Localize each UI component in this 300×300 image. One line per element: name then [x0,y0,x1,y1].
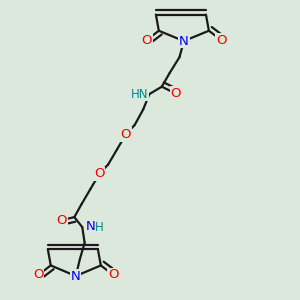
Text: O: O [33,268,44,281]
Text: HN: HN [130,88,148,100]
Text: O: O [170,87,181,100]
Text: O: O [56,214,67,226]
Text: N: N [85,220,95,233]
Text: O: O [108,268,119,281]
Text: O: O [216,34,226,47]
Text: O: O [121,128,131,141]
Text: O: O [141,34,152,47]
Text: N: N [71,269,81,283]
Text: H: H [94,221,103,234]
Text: O: O [94,167,105,180]
Text: N: N [179,34,189,48]
